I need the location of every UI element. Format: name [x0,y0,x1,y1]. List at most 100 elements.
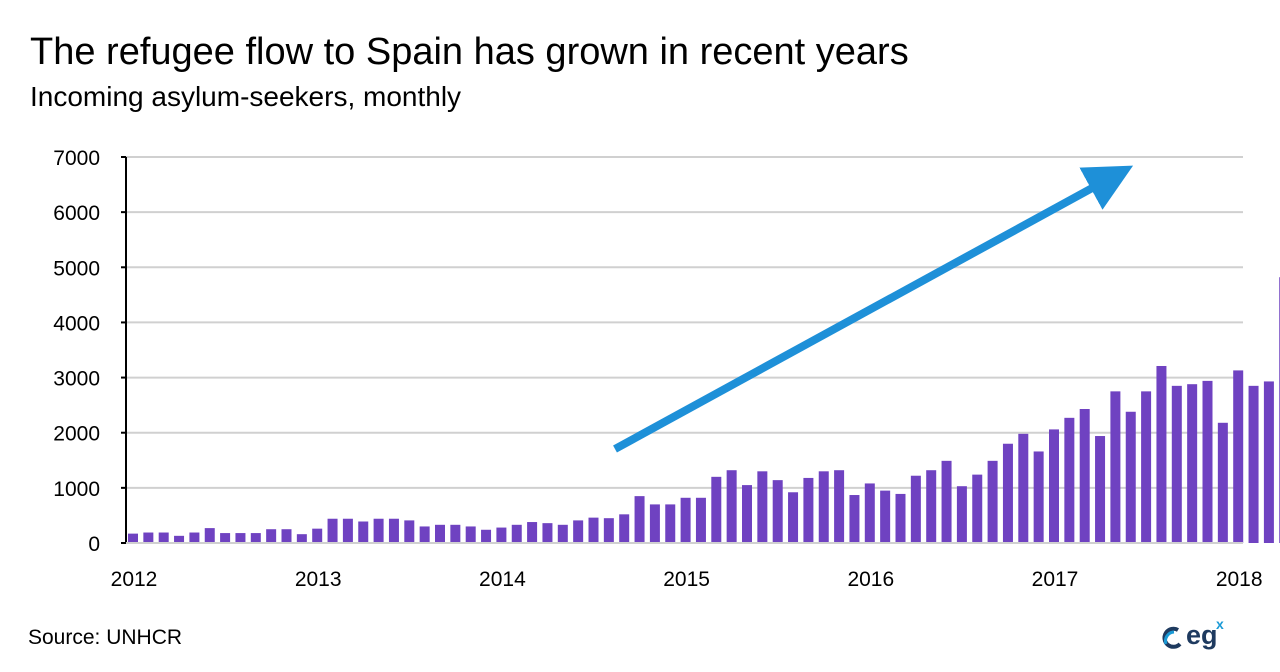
bar [1018,433,1029,543]
logo-superscript: x [1216,616,1224,632]
bar [1187,384,1198,543]
bar [711,476,722,543]
bar [1217,422,1228,543]
bar [174,535,185,543]
bar [496,527,507,543]
logo-text: eg [1186,620,1218,650]
bar [235,533,246,543]
x-tick-label: 2018 [1216,568,1263,591]
bar [419,526,430,543]
bar [818,471,829,543]
bar [680,497,691,543]
bar [1049,429,1059,543]
bar [788,492,799,543]
bar [1248,385,1259,543]
bar [358,521,369,543]
logo-swirl-icon [1162,626,1182,649]
bar [1095,436,1106,543]
bar [1125,411,1136,543]
bar [1033,451,1044,543]
bar [634,496,645,543]
bar [373,518,384,543]
axes [121,156,1243,544]
bar [158,532,169,543]
y-tick-label: 3000 [53,368,100,391]
bar [834,470,845,543]
bar [849,495,860,543]
bar [772,480,783,543]
y-tick-label: 1000 [53,478,100,501]
bar [327,518,338,543]
bar [803,477,814,543]
bar [281,529,292,543]
bar [342,518,353,543]
bar [465,526,476,543]
tick-labels: 0 1000 2000 3000 4000 5000 6000 7000 2012 2013 201… [53,147,1262,591]
bar [880,490,891,543]
bar [527,522,538,543]
bar [895,493,906,543]
bar [665,504,676,543]
source-note: Source: UNHCR [28,626,183,649]
egx-logo: eg x [1160,616,1240,654]
bar [1110,391,1121,543]
bar [557,524,568,543]
trend-arrow [613,165,1134,453]
gridlines [126,156,1243,489]
y-tick-label: 7000 [53,147,100,170]
bar [987,460,998,543]
bar [404,520,415,543]
bar [1079,409,1090,543]
bar [926,470,937,543]
bar [603,518,614,543]
trend-arrow-line [613,165,1134,453]
bar [588,517,599,543]
bar [910,475,921,543]
bar [757,471,768,543]
bar [972,474,983,543]
bar [312,528,323,543]
bar [388,518,399,543]
bar [1156,365,1167,543]
bar [220,533,231,543]
x-tick-label: 2015 [663,568,710,591]
bars [128,277,1280,543]
bar [128,533,138,543]
bar [1202,380,1213,543]
bar [511,524,522,543]
bar [1171,385,1182,543]
bar [1233,370,1244,543]
bar [204,528,215,543]
bar [1064,417,1075,543]
x-tick-label: 2016 [847,568,894,591]
bar [250,533,261,543]
bar [1002,443,1013,543]
bar [296,534,307,543]
chart-subtitle: Incoming asylum-seekers, monthly [30,81,462,112]
bar [649,504,660,543]
bar [481,529,492,543]
bar [1263,381,1274,543]
bar [450,524,461,543]
bar [726,470,737,543]
bar [941,460,952,543]
bar [266,529,277,543]
y-tick-label: 5000 [53,257,100,280]
y-tick-label: 6000 [53,202,100,225]
bar [189,532,200,543]
bar [864,483,875,543]
bar [542,523,553,543]
bar [742,485,752,543]
bar [695,497,706,543]
x-tick-label: 2012 [111,568,158,591]
chart-title: The refugee flow to Spain has grown in r… [30,31,909,73]
bar [619,514,630,543]
x-tick-label: 2013 [295,568,342,591]
y-tick-label: 4000 [53,312,100,335]
bar [435,524,445,543]
bar [573,520,584,543]
x-tick-label: 2017 [1032,568,1079,591]
y-tick-label: 0 [88,533,100,556]
bar [956,486,967,543]
